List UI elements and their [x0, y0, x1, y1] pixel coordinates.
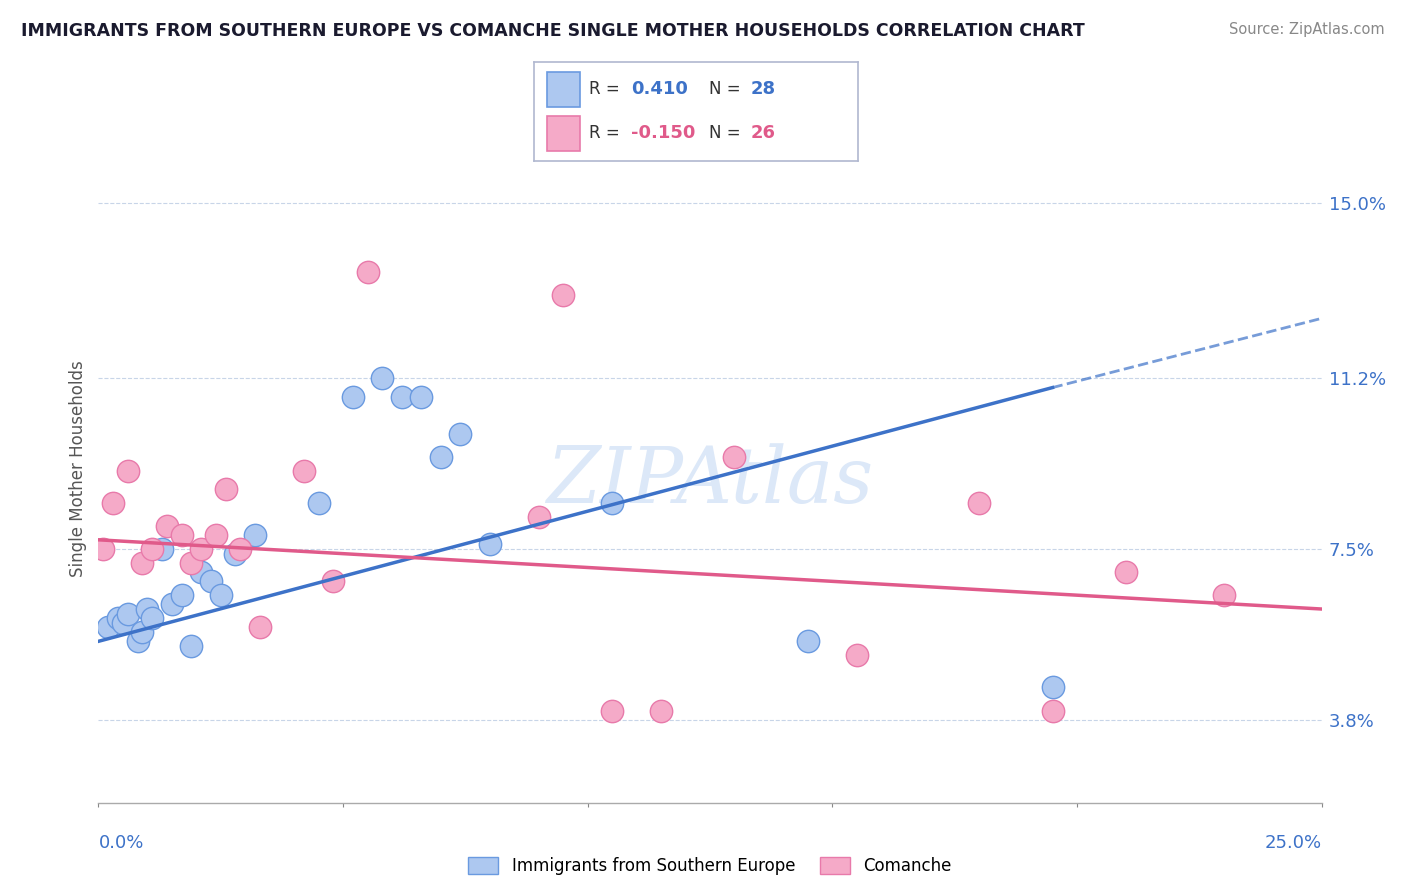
Text: 25.0%: 25.0% [1264, 834, 1322, 852]
Point [141, 542, 163, 557]
Bar [547, 117, 579, 151]
Point [127, 634, 149, 648]
Point [131, 556, 153, 570]
Point [308, 496, 330, 510]
Text: ZIPAtlas: ZIPAtlas [547, 443, 873, 520]
Point [1115, 565, 1137, 579]
Text: R =: R = [589, 80, 626, 98]
Point [478, 537, 501, 551]
Point [190, 542, 212, 557]
Point [190, 565, 212, 579]
Text: R =: R = [589, 124, 626, 142]
Point [209, 588, 232, 602]
Point [224, 547, 246, 561]
Point [371, 371, 394, 385]
Point [91, 542, 114, 557]
Point [600, 704, 623, 718]
Point [553, 288, 575, 302]
Y-axis label: Single Mother Households: Single Mother Households [69, 360, 87, 576]
Point [170, 588, 193, 602]
Text: 26: 26 [751, 124, 776, 142]
Point [430, 450, 453, 464]
Point [1212, 588, 1234, 602]
Point [131, 625, 153, 640]
Point [411, 390, 433, 404]
Text: 0.410: 0.410 [631, 80, 688, 98]
Point [200, 574, 222, 589]
Point [150, 542, 173, 557]
Point [111, 615, 134, 630]
Point [342, 390, 364, 404]
Point [117, 607, 139, 621]
Legend: Immigrants from Southern Europe, Comanche: Immigrants from Southern Europe, Comanch… [461, 850, 959, 881]
Point [650, 704, 672, 718]
Point [214, 482, 236, 496]
Point [136, 602, 159, 616]
Text: N =: N = [709, 124, 745, 142]
Point [117, 464, 139, 478]
Point [101, 496, 124, 510]
Point [1042, 704, 1064, 718]
Point [967, 496, 990, 510]
Point [141, 611, 163, 625]
Text: 0.0%: 0.0% [98, 834, 143, 852]
Point [1042, 681, 1064, 695]
Point [450, 426, 472, 441]
Point [243, 528, 266, 542]
Point [292, 464, 315, 478]
Point [180, 639, 202, 653]
Point [797, 634, 820, 648]
Point [356, 265, 378, 279]
Text: 28: 28 [751, 80, 776, 98]
Point [845, 648, 868, 662]
Text: Source: ZipAtlas.com: Source: ZipAtlas.com [1229, 22, 1385, 37]
Text: N =: N = [709, 80, 745, 98]
Point [97, 620, 120, 634]
Point [170, 528, 193, 542]
Text: IMMIGRANTS FROM SOUTHERN EUROPE VS COMANCHE SINGLE MOTHER HOUSEHOLDS CORRELATION: IMMIGRANTS FROM SOUTHERN EUROPE VS COMAN… [21, 22, 1085, 40]
Point [249, 620, 271, 634]
Point [600, 496, 623, 510]
Text: -0.150: -0.150 [631, 124, 696, 142]
Point [229, 542, 252, 557]
Point [107, 611, 129, 625]
Point [527, 509, 550, 524]
Point [322, 574, 344, 589]
Point [160, 598, 183, 612]
Point [205, 528, 228, 542]
Point [391, 390, 413, 404]
Point [180, 556, 202, 570]
Bar [547, 72, 579, 107]
Point [723, 450, 745, 464]
Point [156, 519, 179, 533]
